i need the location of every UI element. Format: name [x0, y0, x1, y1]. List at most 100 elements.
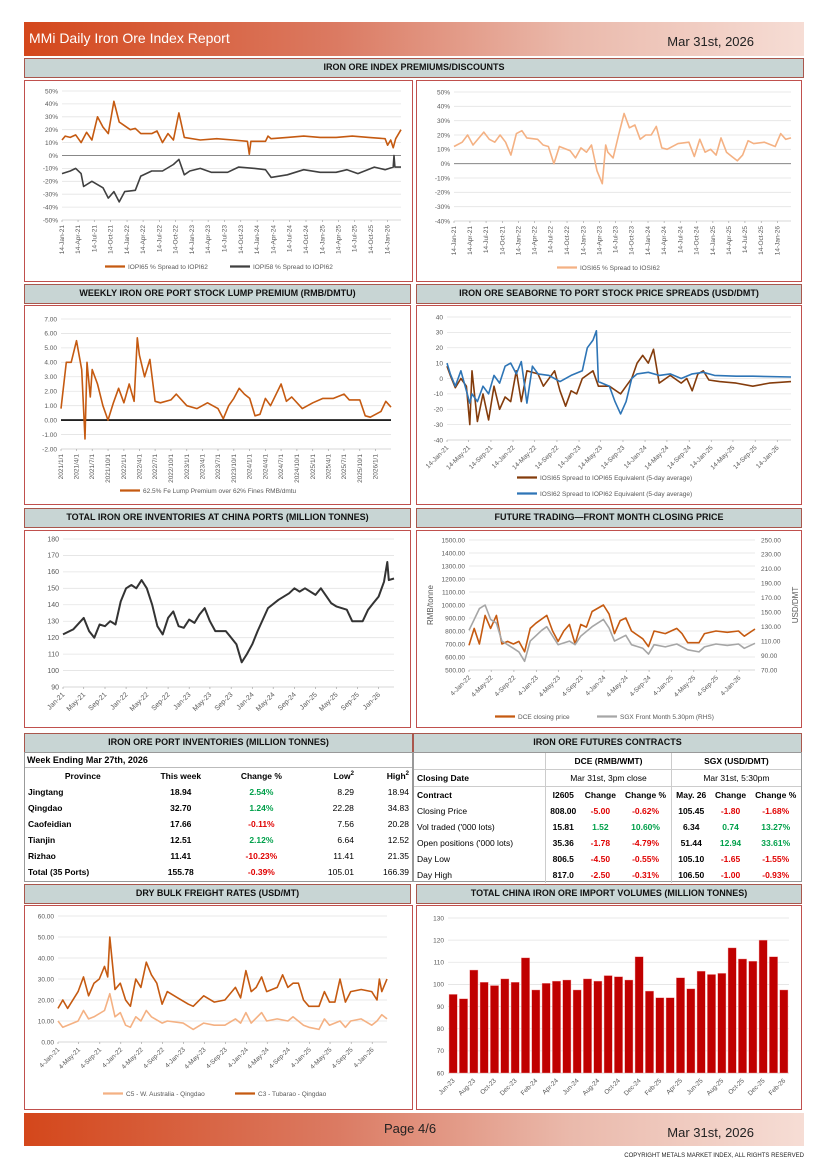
x-tick-label: 2023/4/1 — [199, 454, 206, 480]
y-tick-label: 180 — [47, 536, 59, 543]
series-line — [468, 604, 756, 653]
row-label: Closing Price — [417, 806, 468, 816]
x-tick-label: May-22 — [129, 691, 151, 713]
section-title-port-table: IRON ORE PORT INVENTORIES (MILLION TONNE… — [24, 733, 413, 753]
y-tick-label: 900.00 — [445, 615, 465, 622]
x-tick-label: 14-Oct-21 — [108, 225, 115, 254]
table-row: Jingtang 18.94 2.54% 8.29 18.94 — [25, 784, 412, 800]
y-axis-title: RMB/tonne — [426, 584, 435, 625]
y-tick-label: 130 — [47, 619, 59, 626]
x-tick-label: 14-Sep-23 — [600, 444, 627, 471]
y-tick-label: 5.00 — [44, 345, 57, 352]
bar — [707, 974, 716, 1074]
x-tick-label: 2021/10/1 — [105, 454, 112, 483]
x-tick-label: 4-Sep-23 — [561, 674, 585, 698]
y-tick-label: -20 — [434, 407, 444, 414]
x-tick-label: 14-Apr-21 — [467, 226, 474, 255]
y2-tick-label: 150.00 — [761, 610, 781, 617]
table-cell: 12.51 — [170, 835, 192, 845]
table-row: Vol traded ('000 lots) 15.81 1.52 10.60% 6.3… — [414, 819, 801, 835]
column-header-label: This week — [160, 771, 202, 781]
bar — [696, 970, 706, 1074]
bar — [758, 939, 768, 1074]
x-tick-label: 2024/1/1 — [247, 454, 254, 480]
table-row: Qingdao 32.70 1.24% 22.28 34.83 — [25, 800, 412, 816]
x-tick-label: 14-Jan-26 — [384, 225, 391, 255]
table-cell: 17.66 — [170, 819, 192, 829]
x-tick-label: 4-Jan-26 — [719, 674, 742, 697]
column-header: High2 — [357, 768, 412, 784]
x-tick-label: 4-May-25 — [309, 1046, 334, 1071]
section-title-seaborne: IRON ORE SEABORNE TO PORT STOCK PRICE SP… — [416, 284, 802, 304]
row-label: Open positions ('000 lots) — [417, 838, 514, 848]
x-tick-label: 4-May-21 — [58, 1046, 83, 1071]
table-cell: -1.65 — [720, 854, 741, 864]
x-tick-label: 14-Oct-23 — [238, 225, 245, 254]
y-tick-label: 50% — [45, 88, 58, 95]
x-tick-label: 14-Jan-26 — [755, 444, 781, 470]
y-tick-label: 1300.00 — [442, 563, 466, 570]
table-cell: 105.10 — [670, 851, 711, 867]
table-cell: 105.45 — [670, 803, 711, 819]
chart-port-inventories: 90 100 110 120 130 140 150 160 170 180 Jan-21 May-2… — [24, 530, 411, 728]
x-tick-label: 14-Jul-25 — [352, 225, 359, 252]
section-title-futures-table: IRON ORE FUTURES CONTRACTS — [413, 733, 802, 753]
x-tick-label: 14-Oct-22 — [173, 225, 180, 254]
x-tick-label: 2024/10/1 — [294, 454, 301, 483]
legend-label: C3 - Tubarao - Qingdao — [258, 1091, 327, 1098]
chart-import-volumes: 60 70 80 90 100 110 120 130 Jun-23 Aug-23 Oct-23 De… — [416, 905, 802, 1110]
table-cell: 7.56 — [337, 819, 354, 829]
bar — [583, 978, 592, 1074]
bar — [634, 956, 644, 1074]
table-cell: 35.36 — [545, 835, 581, 851]
row-label: Vol traded ('000 lots) — [417, 822, 495, 832]
x-tick-label: Feb-24 — [520, 1077, 540, 1097]
table-cell: 12.52 — [387, 835, 409, 845]
x-tick-label: 4-May-23 — [183, 1046, 208, 1071]
section-title-imports: TOTAL CHINA IRON ORE IMPORT VOLUMES (MIL… — [416, 884, 802, 904]
blank-cell — [414, 753, 546, 770]
x-tick-label: 4-Sep-25 — [696, 674, 720, 698]
y-tick-label: 170 — [47, 553, 59, 560]
x-tick-label: 2025/4/1 — [325, 454, 332, 480]
x-tick-label: 4-May-24 — [605, 674, 630, 699]
column-header-label: High — [386, 771, 406, 781]
x-tick-label: Sep-24 — [277, 691, 298, 712]
bar — [541, 983, 551, 1074]
y-tick-label: 30 — [436, 330, 444, 337]
x-tick-label: 14-Oct-25 — [368, 225, 375, 254]
x-tick-label: 14-Jan-21 — [59, 225, 66, 255]
table-cell: Caofeidian — [28, 819, 72, 829]
x-tick-label: 2025/1/1 — [310, 454, 317, 480]
legend-label: IOPI58 % Spread to IOPI62 — [253, 264, 333, 271]
table-cell: 34.83 — [387, 803, 409, 813]
section-title-freight: DRY BULK FREIGHT RATES (USD/MT) — [24, 884, 411, 904]
table-header-row: Province This week Change % Low2 High2 — [25, 768, 412, 784]
dce-group-header: DCE (RMB/WMT) — [545, 753, 672, 770]
x-tick-label: 14-Oct-24 — [694, 226, 701, 255]
x-tick-label: Jan-24 — [236, 691, 256, 711]
x-tick-label: 2021/4/1 — [74, 454, 81, 480]
y2-tick-label: 130.00 — [761, 624, 781, 631]
x-tick-label: Dec-25 — [747, 1077, 767, 1097]
series-line — [446, 348, 792, 426]
column-header: Change % — [221, 768, 302, 784]
port-inventories-table: Week Ending Mar 27th, 2026 Province This … — [24, 752, 413, 882]
legend-label: DCE closing price — [518, 714, 570, 721]
x-tick-label: 4-May-24 — [246, 1046, 271, 1071]
x-tick-label: 4-Sep-22 — [493, 674, 517, 698]
x-tick-label: May-23 — [192, 691, 214, 713]
series-line — [453, 112, 792, 185]
column-header: Change — [584, 790, 616, 800]
x-tick-label: 14-Jan-21 — [451, 226, 458, 256]
sgx-group-header: SGX (USD/DMT) — [670, 753, 801, 770]
table-cell: 11.41 — [333, 851, 354, 861]
bar — [676, 977, 685, 1074]
y-tick-label: 120 — [433, 937, 444, 944]
legend-label: IOSI62 Spread to IOPI62 Equivalent (5-da… — [540, 491, 692, 498]
y-tick-label: 90 — [437, 1004, 445, 1011]
y2-tick-label: 110.00 — [761, 638, 781, 645]
table-cell: -4.79% — [632, 838, 660, 848]
x-tick-label: 14-Apr-23 — [596, 226, 603, 255]
y-tick-label: 20% — [45, 127, 58, 134]
